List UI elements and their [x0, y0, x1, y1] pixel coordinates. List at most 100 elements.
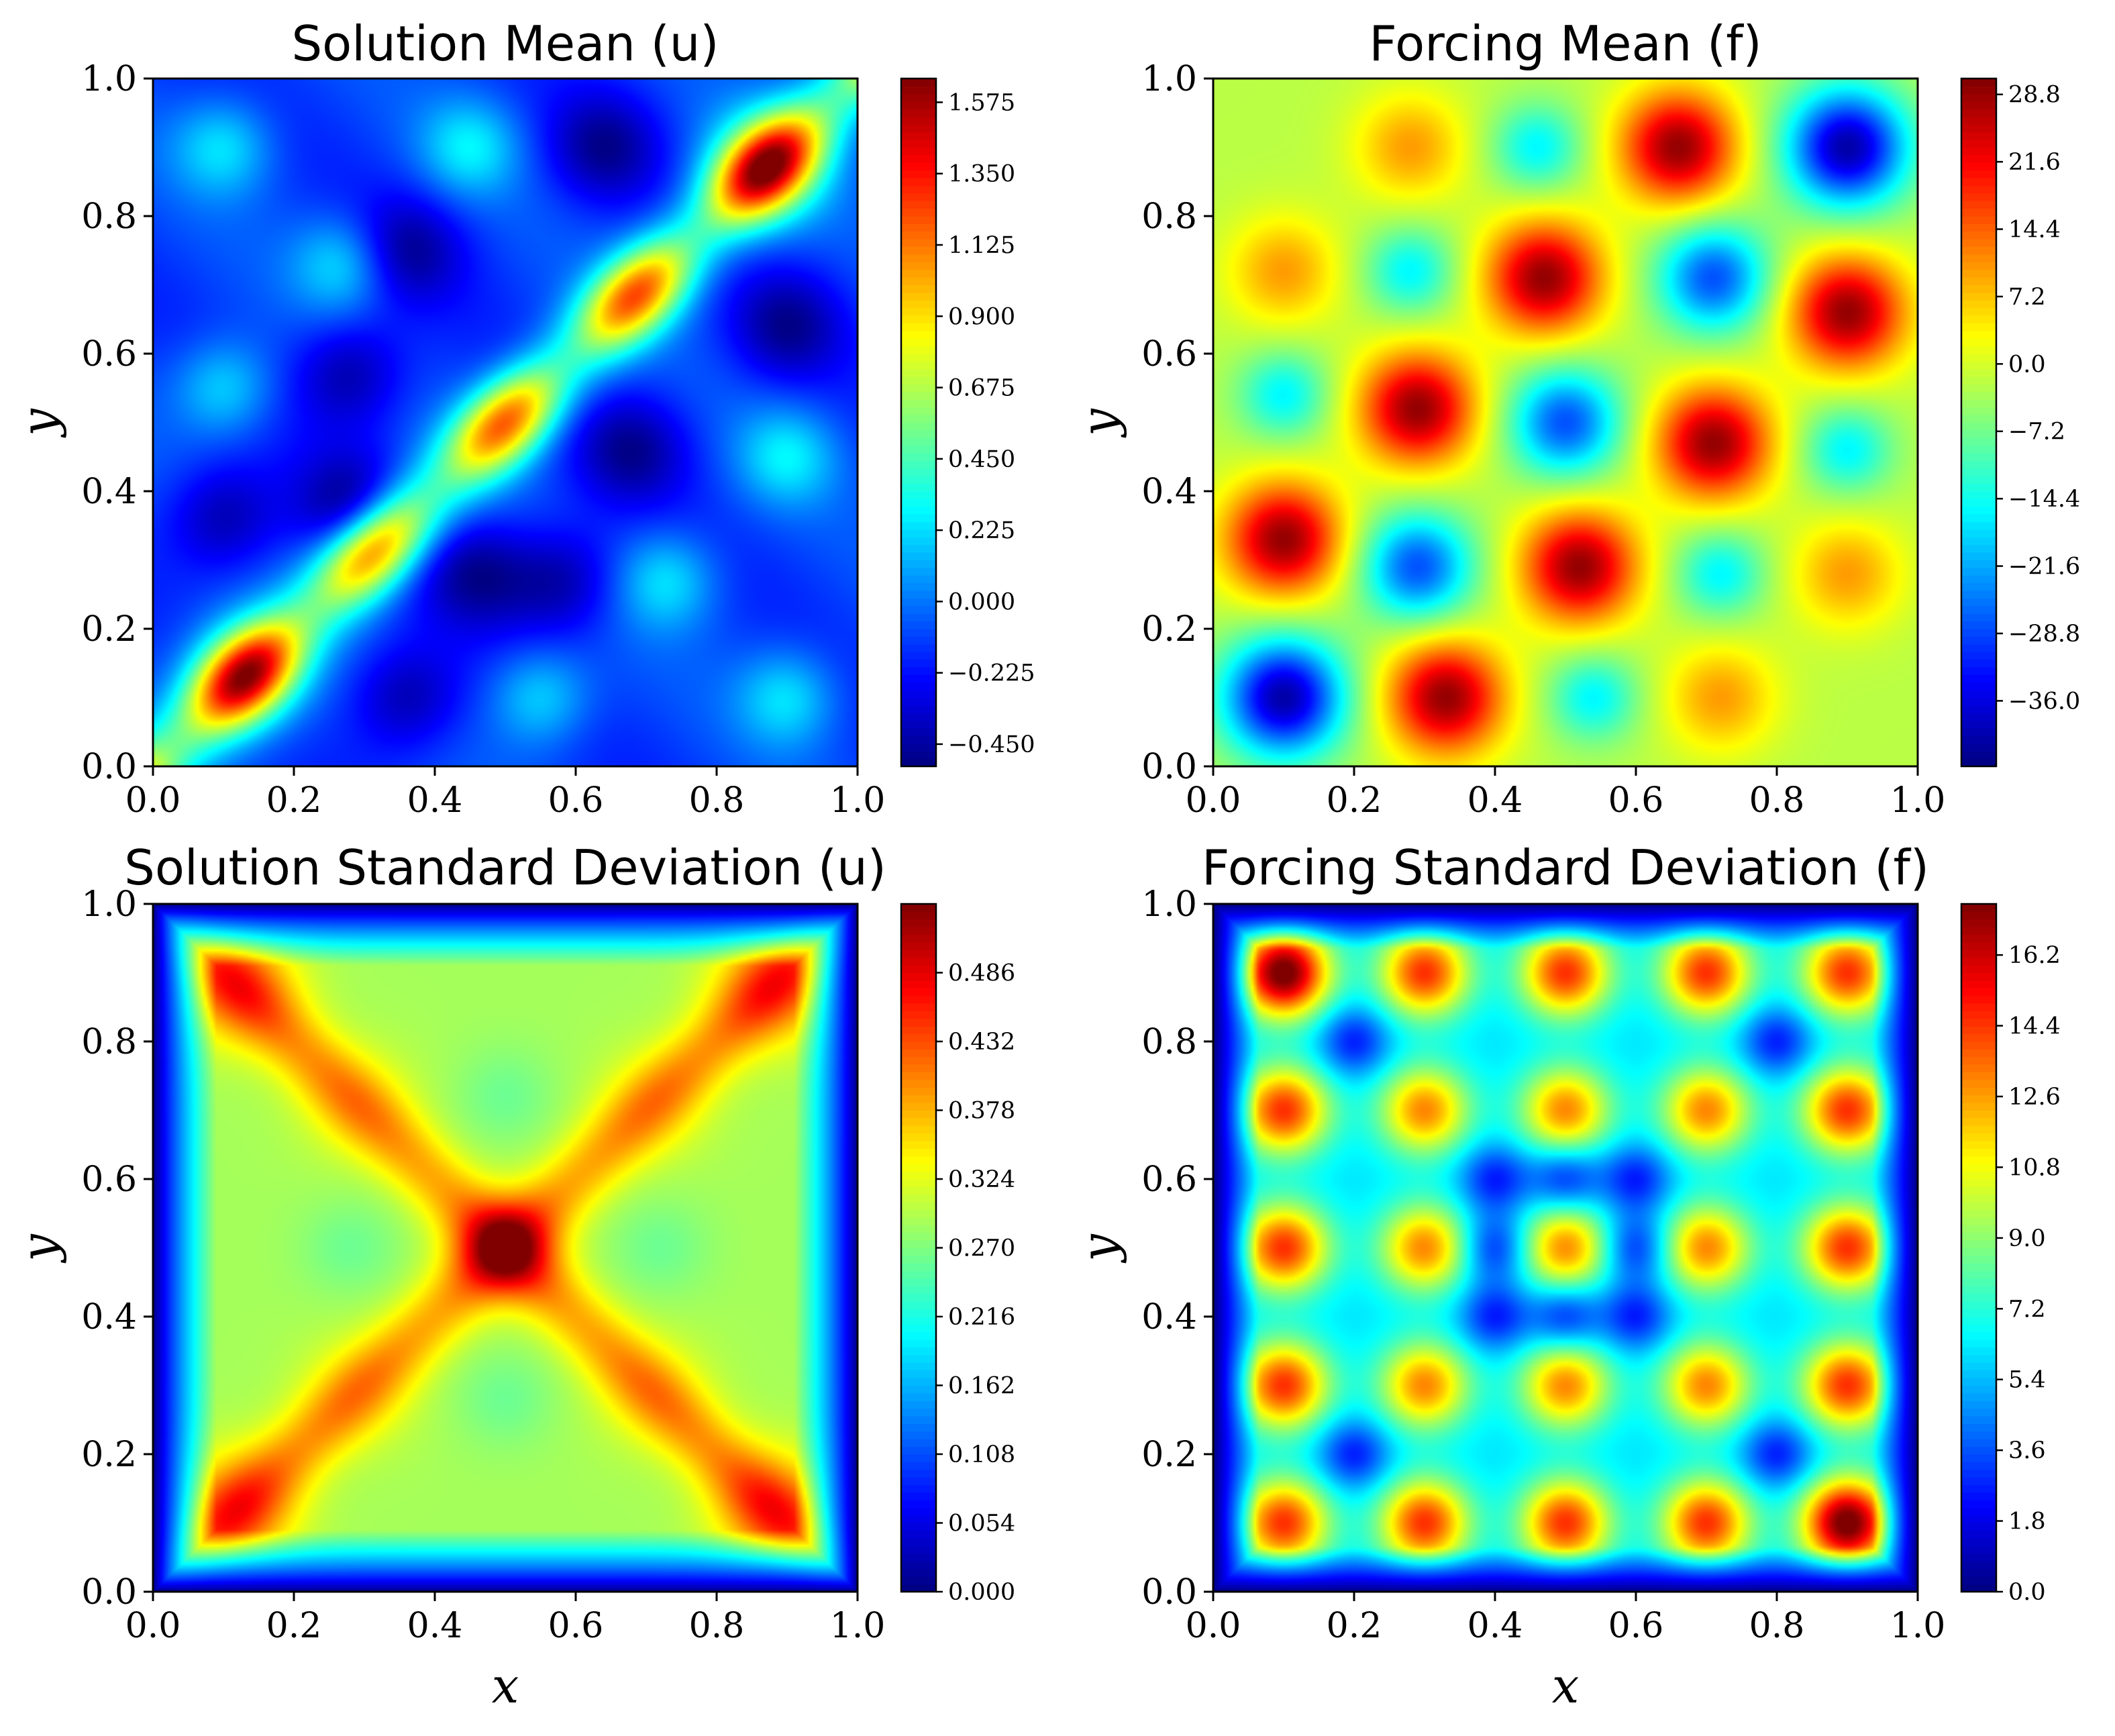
colorbar-segment [901, 468, 936, 476]
colorbar-segment [901, 582, 936, 591]
colorbar-segment [1961, 590, 1996, 599]
colorbar-segment [1961, 254, 1996, 262]
colorbar-segment [1961, 1033, 1996, 1042]
colorbar-segment [901, 285, 936, 293]
colorbar-segment [1961, 651, 1996, 660]
colorbar-segment [901, 437, 936, 446]
colorbar-segment [901, 552, 936, 560]
colorbar-segment [1961, 1201, 1996, 1211]
colorbar-segment [901, 1262, 936, 1272]
colorbar-segment [1961, 353, 1996, 362]
colorbar-segment [1961, 93, 1996, 102]
colorbar-segment [1961, 1339, 1996, 1348]
colorbar-segment [901, 200, 936, 209]
colorbar-segment [1961, 132, 1996, 140]
colorbar-segment [901, 414, 936, 423]
colorbar-segment [901, 980, 936, 988]
colorbar-segment [901, 697, 936, 706]
colorbar-segment [1961, 1323, 1996, 1333]
colorbar-tick-label: −21.6 [2008, 554, 2080, 580]
colorbar-segment [901, 254, 936, 262]
colorbar-segment [901, 1400, 936, 1409]
colorbar-segment [1961, 674, 1996, 683]
colorbar-segment [901, 1537, 936, 1547]
panel-2: Forcing Mean (f) 0.0 0.2 0.4 0.6 0.8 1.0 0.0 0.2… [1071, 15, 2080, 821]
panel-1: Solution Mean (u) 0.0 0.2 0.4 0.6 0.8 1.0 0.0 0.… [11, 15, 1035, 821]
colorbar-segment [901, 1339, 936, 1348]
colorbar-segment [1961, 269, 1996, 278]
colorbar-segment [901, 170, 936, 178]
colorbar-segment [901, 666, 936, 675]
colorbar-segment [901, 1584, 936, 1592]
colorbar-segment [901, 1323, 936, 1333]
y-tick-label: 1.0 [1141, 59, 1197, 99]
colorbar-tick-label: 0.432 [948, 1029, 1015, 1056]
colorbar-segment [901, 322, 936, 331]
colorbar-segment [901, 613, 936, 622]
colorbar-segment [901, 384, 936, 393]
colorbar-segment [1961, 1347, 1996, 1356]
colorbar-segment [1961, 1224, 1996, 1233]
colorbar-segment [1961, 621, 1996, 629]
colorbar-tick-label: 0.000 [948, 1579, 1015, 1606]
x-tick-label: 0.0 [1186, 780, 1241, 821]
colorbar-segment [1961, 437, 1996, 446]
colorbar-segment [901, 1201, 936, 1211]
colorbar-segment [901, 132, 936, 140]
colorbar-tick-label: 12.6 [2008, 1084, 2061, 1111]
colorbar-segment [901, 1041, 936, 1050]
colorbar-segment [901, 1110, 936, 1119]
colorbar: 0.0 1.8 3.6 5.4 7.2 9.0 10.8 12.6 14.4 16.2 [1960, 903, 2061, 1606]
colorbar-segment [901, 93, 936, 102]
colorbar-segment [1961, 980, 1996, 988]
colorbar-segment [1961, 712, 1996, 721]
colorbar-segment [901, 544, 936, 553]
x-tick-label: 0.4 [407, 780, 463, 821]
colorbar-segment [901, 735, 936, 744]
colorbar-segment [1961, 1247, 1996, 1256]
colorbar-segment [1961, 407, 1996, 415]
colorbar-segment [1961, 926, 1996, 935]
colorbar-segment [901, 1086, 936, 1096]
colorbar-segment [1961, 941, 1996, 950]
colorbar-segment [901, 605, 936, 614]
colorbar-segment [901, 1377, 936, 1386]
colorbar-segment [901, 346, 936, 354]
x-tick-label: 0.6 [1608, 1606, 1664, 1646]
colorbar-segment [901, 1576, 936, 1585]
colorbar-tick-label: −36.0 [2008, 688, 2080, 715]
x-tick-label: 0.6 [548, 780, 604, 821]
colorbar-segment [1961, 368, 1996, 377]
colorbar-segment [901, 743, 936, 752]
x-tick-label: 0.0 [125, 780, 181, 821]
colorbar-segment [901, 154, 936, 163]
colorbar-segment [1961, 735, 1996, 744]
panel-title: Forcing Standard Deviation (f) [1202, 839, 1929, 896]
colorbar-tick-label: 0.675 [948, 375, 1015, 402]
colorbar-segment [1961, 1362, 1996, 1371]
y-tick-label: 0.2 [1141, 609, 1197, 650]
y-tick-label: 0.0 [1141, 1572, 1197, 1613]
colorbar-segment [901, 1025, 936, 1035]
colorbar-segment [1961, 1079, 1996, 1088]
panel-3: Solution Standard Deviation (u) 0.0 0.2 0.4… [11, 839, 1015, 1714]
colorbar-segment [1961, 597, 1996, 607]
colorbar-segment [901, 139, 936, 148]
colorbar-segment [901, 536, 936, 546]
colorbar-segment [1961, 560, 1996, 568]
colorbar-segment [901, 109, 936, 117]
colorbar-segment [901, 1347, 936, 1356]
colorbar-segment [901, 1270, 936, 1279]
colorbar-segment [1961, 208, 1996, 217]
colorbar-segment [901, 590, 936, 599]
colorbar-segment [1961, 139, 1996, 148]
colorbar-segment [901, 1171, 936, 1180]
x-axis-label: x [492, 1657, 519, 1714]
colorbar-segment [901, 1102, 936, 1111]
colorbar-segment [1961, 1110, 1996, 1119]
colorbar-segment [901, 1278, 936, 1286]
colorbar-segment [901, 903, 936, 912]
colorbar-segment [1961, 292, 1996, 301]
colorbar-segment [1961, 285, 1996, 293]
colorbar-segment [901, 1392, 936, 1401]
